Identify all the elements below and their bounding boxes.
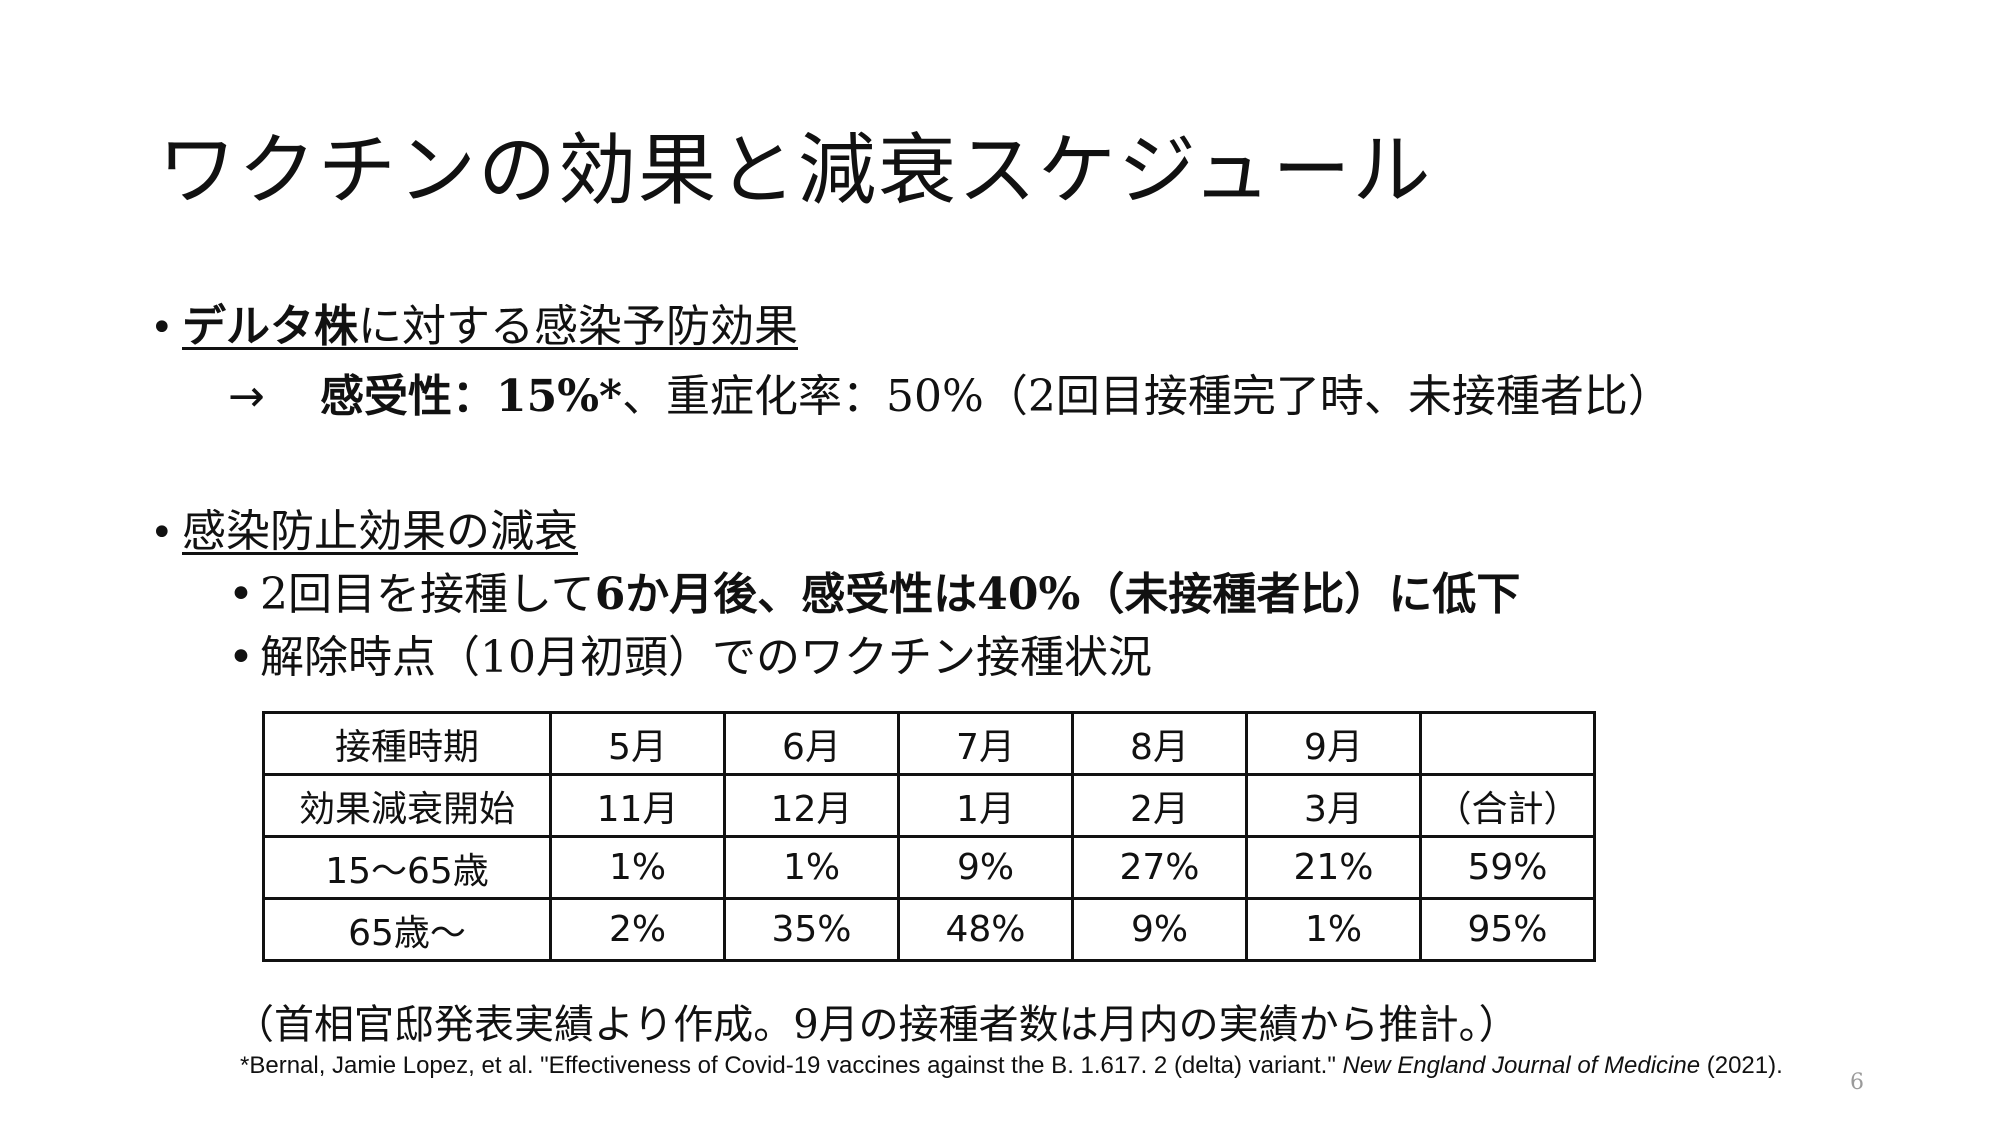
reference-year: (2021). (1700, 1052, 1783, 1079)
susceptibility-value: 感受性：15%* (320, 371, 623, 422)
bullet-dot: • (150, 305, 174, 351)
arrow-icon: → (228, 371, 265, 422)
table-cell: 3月 (1245, 773, 1422, 838)
table-cell: 1% (549, 835, 726, 900)
table-cell: 9月 (1245, 711, 1422, 776)
table-cell: 6月 (723, 711, 900, 776)
table-cell: 1% (1245, 897, 1422, 962)
vaccination-table: 接種時期 5月 6月 7月 8月 9月 効果減衰開始 11月 12月 1月 2月… (262, 711, 1596, 962)
source-note: （首相官邸発表実績より作成。9月の接種者数は月内の実績から推計。） (234, 1002, 1519, 1048)
table-cell: 35% (723, 897, 900, 962)
table-cell: 9% (1071, 897, 1248, 962)
slide-title: ワクチンの効果と減衰スケジュール (158, 126, 1433, 216)
table-cell: 5月 (549, 711, 726, 776)
table-cell: 95% (1419, 897, 1596, 962)
table-cell: 21% (1245, 835, 1422, 900)
reference-citation: *Bernal, Jamie Lopez, et al. "Effectiven… (240, 1052, 1783, 1080)
table-cell: 2% (549, 897, 726, 962)
table-cell: 59% (1419, 835, 1596, 900)
table-cell: 1% (723, 835, 900, 900)
table-cell: 接種時期 (262, 711, 552, 776)
reference-text: *Bernal, Jamie Lopez, et al. "Effectiven… (240, 1052, 1343, 1079)
page-number: 6 (1850, 1070, 1864, 1095)
table-cell: 9% (897, 835, 1074, 900)
six-months-bold: 6か月後、感受性は40%（未接種者比）に低下 (594, 569, 1521, 620)
bullet-delta-efficacy: • デルタ株に対する感染予防効果 (150, 290, 798, 354)
table-row: 15～65歳 1% 1% 9% 27% 21% 59% (262, 835, 1596, 900)
bullet-dot: • (150, 510, 174, 556)
bullet-waning: • 感染防止効果の減衰 (150, 495, 578, 559)
table-row: 接種時期 5月 6月 7月 8月 9月 (262, 711, 1596, 776)
waning-heading: 感染防止効果の減衰 (182, 506, 578, 557)
bullet-dot: • (228, 569, 254, 620)
efficacy-detail: → 感受性：15%*、重症化率：50%（2回目接種完了時、未接種者比） (228, 360, 1672, 424)
table-cell: 15～65歳 (262, 835, 552, 900)
table-cell: 27% (1071, 835, 1248, 900)
table-cell (1419, 711, 1596, 776)
sub-bullet-status: • 解除時点（10月初頭）でのワクチン接種状況 (228, 621, 1152, 685)
table-cell: 65歳～ (262, 897, 552, 962)
table-row: 効果減衰開始 11月 12月 1月 2月 3月 （合計） (262, 773, 1596, 838)
table-cell: 1月 (897, 773, 1074, 838)
table-cell: 効果減衰開始 (262, 773, 552, 838)
six-months-plain: 2回目を接種して (260, 569, 595, 620)
status-text: 解除時点（10月初頭）でのワクチン接種状況 (260, 632, 1152, 683)
table-cell: 48% (897, 897, 1074, 962)
table-cell: 8月 (1071, 711, 1248, 776)
delta-strain-label: デルタ株 (182, 301, 358, 352)
reference-journal: New England Journal of Medicine (1342, 1052, 1701, 1079)
delta-efficacy-label: に対する感染予防効果 (358, 301, 798, 352)
bullet-dot: • (228, 632, 254, 683)
table-cell: 12月 (723, 773, 900, 838)
table-cell: 7月 (897, 711, 1074, 776)
severity-detail: 、重症化率：50%（2回目接種完了時、未接種者比） (622, 371, 1672, 422)
sub-bullet-six-months: • 2回目を接種して6か月後、感受性は40%（未接種者比）に低下 (228, 558, 1520, 622)
table-cell: 2月 (1071, 773, 1248, 838)
table-cell: （合計） (1419, 773, 1596, 838)
table-row: 65歳～ 2% 35% 48% 9% 1% 95% (262, 897, 1596, 962)
table-cell: 11月 (549, 773, 726, 838)
